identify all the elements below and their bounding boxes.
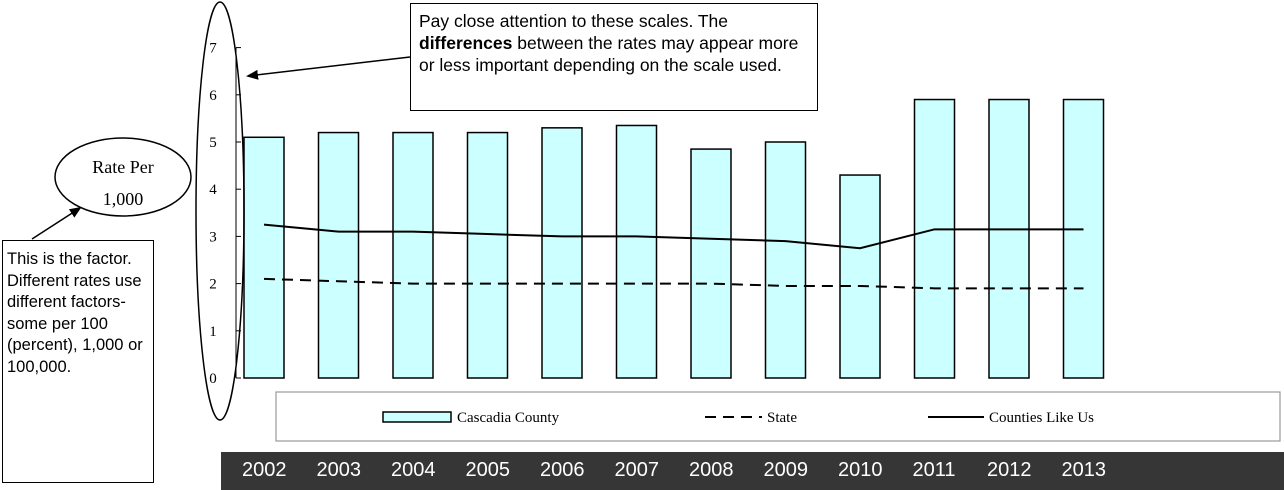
rate-per-line2: 1,000 — [102, 189, 144, 209]
rate-per-label: Rate Per 1,000 — [55, 137, 191, 217]
x-tick-label: 2006 — [540, 459, 585, 481]
x-tick-label: 2012 — [987, 459, 1032, 481]
bar-cascadia-county — [764, 141, 807, 379]
scales-note-part2: between the rates may appear more or les… — [419, 33, 799, 75]
scales-callout: Pay close attention to these scales. The… — [410, 3, 818, 111]
bar-cascadia-county — [1062, 98, 1105, 379]
bar-cascadia-county — [988, 98, 1030, 379]
scales-arrow — [246, 56, 411, 80]
series-line-state — [263, 277, 1084, 290]
scales-note-part1: Pay close attention to these scales. The — [419, 11, 729, 31]
rate-per-line1: Rate Per — [92, 157, 154, 177]
legend-label: Counties Like Us — [989, 410, 1094, 426]
bar-cascadia-county — [317, 131, 360, 379]
bar-cascadia-county — [839, 174, 881, 379]
x-tick-label: 2008 — [689, 459, 734, 481]
y-tick-label: 7 — [209, 41, 217, 57]
lines-layer — [263, 223, 1084, 290]
x-tick-label: 2013 — [1061, 459, 1107, 481]
factor-callout: This is the factor. Different rates use … — [2, 240, 154, 483]
x-tick-label: 2003 — [316, 459, 362, 481]
bar-cascadia-county — [913, 98, 956, 379]
y-tick-label: 3 — [209, 229, 217, 245]
x-tick-label: 2007 — [614, 459, 660, 481]
bar-cascadia-county — [541, 127, 583, 379]
bar-cascadia-county — [392, 131, 434, 379]
bars-layer — [243, 98, 1105, 379]
x-tick-label: 2004 — [391, 459, 436, 481]
scales-note-bold: differences — [419, 33, 513, 53]
y-tick-label: 4 — [209, 182, 217, 198]
legend: Cascadia County State Counties Like Us — [382, 410, 1094, 426]
bar-cascadia-county — [615, 124, 658, 379]
bar-cascadia-county — [690, 148, 732, 379]
y-tick-label: 5 — [209, 135, 217, 151]
x-tick-label: 2009 — [763, 459, 809, 481]
scale-highlight-ellipse — [195, 1, 245, 421]
factor-note: This is the factor. Different rates use … — [7, 250, 143, 376]
legend-swatch-bar — [382, 411, 452, 423]
x-tick-label: 2002 — [242, 459, 287, 481]
y-tick-label: 2 — [209, 277, 217, 293]
x-tick-label: 2010 — [838, 459, 883, 481]
x-tick-label: 2005 — [465, 459, 511, 481]
y-tick-label: 0 — [209, 371, 217, 387]
y-axis: 0 1 2 3 4 5 6 7 — [209, 41, 241, 387]
bar-cascadia-county — [466, 131, 509, 379]
bar-cascadia-county — [243, 136, 285, 379]
y-tick-label: 1 — [209, 324, 217, 340]
year-axis-bar: 2002 2003 2004 2005 2006 2007 2008 2009 2010 2011… — [221, 452, 1284, 490]
series-line-counties-like-us — [263, 223, 1084, 250]
y-tick-label: 6 — [209, 88, 217, 104]
rate-label-ellipse — [54, 137, 192, 217]
x-tick-label: 2011 — [912, 459, 956, 481]
legend-label: State — [767, 410, 797, 426]
legend-label: Cascadia County — [457, 410, 560, 426]
factor-arrow — [31, 206, 82, 240]
